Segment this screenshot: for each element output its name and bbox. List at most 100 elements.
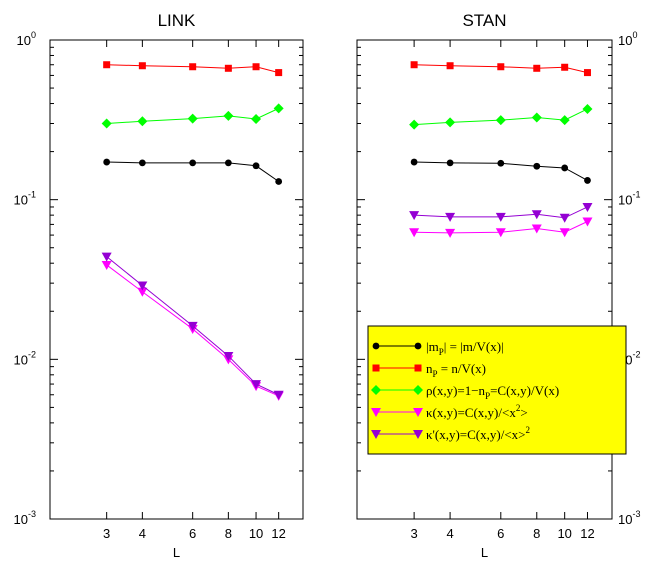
data-point (137, 281, 148, 291)
legend-marker (371, 430, 381, 439)
series-line (414, 221, 588, 234)
data-point (410, 61, 418, 69)
series-line (106, 64, 279, 74)
data-point (224, 64, 232, 72)
data-point (559, 213, 570, 223)
data-point (584, 177, 591, 184)
data-point (138, 62, 146, 70)
legend-marker (413, 430, 423, 439)
legend-label-rho: ρ(x,y)=1−nP=C(x,y)/V(x) (426, 383, 559, 401)
data-point (187, 113, 198, 124)
data-point (223, 351, 234, 361)
chart-panel-link: LINK L 3 4 6 8 10 12 10-3 10-2 10-1 100 (14, 11, 304, 560)
data-point (582, 217, 593, 227)
data-point (252, 162, 260, 170)
data-point (101, 260, 112, 270)
series-n (103, 61, 283, 77)
data-point (410, 158, 418, 166)
data-point (583, 69, 591, 77)
series-line (106, 107, 279, 124)
data-point (559, 115, 570, 126)
x-axis-label: L (173, 545, 180, 560)
data-point (251, 114, 262, 125)
data-point (533, 64, 541, 72)
series-kappa (101, 260, 284, 401)
legend-marker (414, 364, 422, 372)
data-point (495, 115, 506, 126)
data-point (273, 390, 284, 400)
x-tick-label: 10 (249, 526, 263, 541)
series-line (414, 206, 588, 219)
data-point (187, 321, 198, 331)
data-point (497, 159, 505, 167)
data-point (103, 61, 111, 69)
x-tick-label: 3 (411, 526, 418, 541)
legend-marker (414, 342, 422, 350)
series-kappa_prime (409, 202, 593, 223)
y-tick-label: 100 (618, 30, 637, 48)
data-point (223, 110, 234, 121)
series-n (410, 61, 591, 77)
plot-frame (356, 39, 613, 520)
series-line (414, 108, 588, 126)
x-tick-label: 8 (225, 526, 232, 541)
legend-label-n: nP = n/V(x) (426, 361, 486, 379)
data-point (561, 164, 569, 172)
data-point (275, 69, 283, 77)
legend-label-kappa_prime: κ'(x,y)=C(x,y)/<x>2 (426, 425, 530, 442)
chart-title: STAN (462, 11, 506, 30)
data-point (531, 112, 542, 123)
series-kappa_prime (101, 252, 284, 400)
data-point (495, 212, 506, 222)
legend: |mP| = |m/V(x)| nP = n/V(x) ρ(x,y)=1−nP=C(… (367, 325, 627, 455)
x-tick-label: 6 (189, 526, 196, 541)
x-tick-label: 4 (139, 526, 146, 541)
legend-marker (413, 408, 423, 417)
data-point (189, 159, 197, 167)
data-point (409, 228, 420, 238)
x-tick-label: 12 (271, 526, 285, 541)
data-point (101, 252, 112, 262)
data-point (101, 118, 112, 129)
series-rho (409, 103, 593, 130)
series-line (106, 256, 279, 396)
series-line (106, 161, 279, 182)
data-point (445, 117, 456, 128)
data-point (251, 380, 262, 390)
data-point (273, 103, 284, 114)
y-tick-label: 100 (17, 30, 36, 48)
legend-label-m: |mP| = |m/V(x)| (426, 339, 504, 357)
data-point (559, 228, 570, 238)
series-m (410, 158, 591, 184)
data-point (446, 159, 454, 167)
x-tick-label: 12 (580, 526, 594, 541)
y-tick-label: 10-3 (14, 509, 36, 527)
data-point (137, 116, 148, 127)
series-m (103, 158, 283, 185)
y-tick-label: 10-1 (14, 190, 36, 208)
data-point (409, 119, 420, 130)
x-tick-label: 3 (103, 526, 110, 541)
data-point (138, 159, 146, 167)
data-point (103, 158, 111, 166)
x-axis-label: L (481, 545, 488, 560)
data-point (445, 212, 456, 222)
data-point (531, 224, 542, 234)
data-point (582, 103, 593, 114)
data-point (495, 228, 506, 238)
series-line (414, 161, 588, 181)
x-tick-label: 6 (497, 526, 504, 541)
chart-title: LINK (158, 11, 196, 30)
series-kappa (409, 217, 593, 238)
data-point (531, 210, 542, 220)
plot-frame (49, 39, 304, 520)
data-point (189, 63, 197, 71)
x-tick-label: 4 (446, 526, 453, 541)
data-point (224, 159, 232, 167)
y-tick-label: 10-1 (618, 190, 640, 208)
data-point (252, 63, 260, 71)
data-point (275, 178, 283, 185)
series-line (106, 264, 279, 397)
series-line (414, 64, 588, 74)
